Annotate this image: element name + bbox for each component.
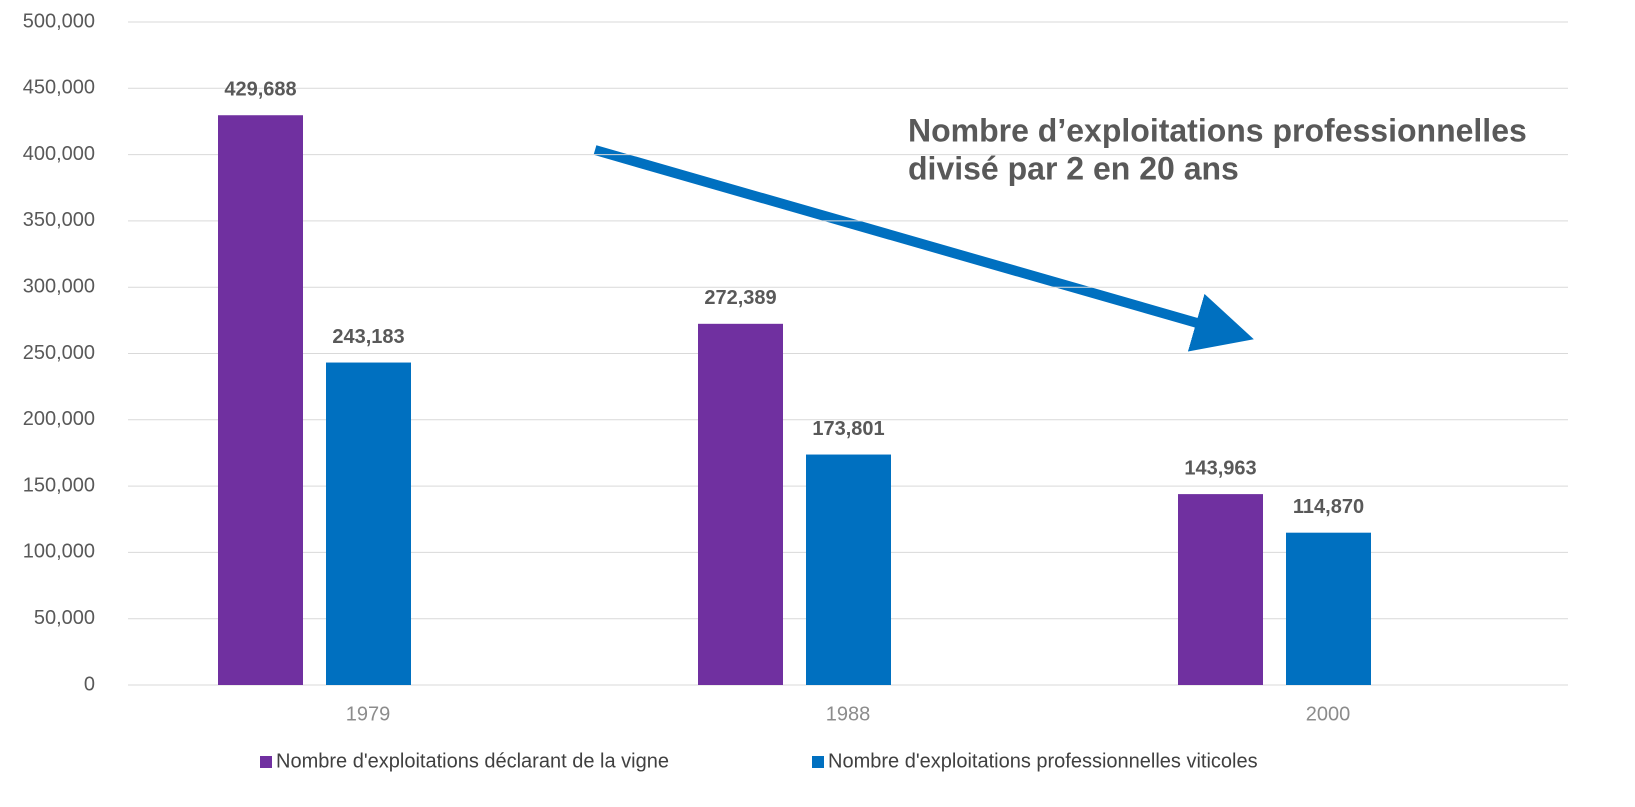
bar — [1286, 532, 1371, 685]
x-tick-label: 1988 — [826, 703, 871, 725]
data-label: 243,183 — [332, 326, 404, 348]
y-tick-label: 200,000 — [23, 408, 95, 430]
bar — [698, 323, 783, 685]
y-tick-label: 100,000 — [23, 541, 95, 563]
x-tick-label: 1979 — [346, 703, 391, 725]
legend-label: Nombre d'exploitations professionnelles … — [828, 750, 1258, 772]
y-tick-label: 250,000 — [23, 342, 95, 364]
bar — [806, 454, 891, 685]
y-tick-label: 500,000 — [23, 10, 95, 32]
annotation: Nombre d’exploitations professionnelles — [908, 112, 1527, 148]
y-tick-label: 0 — [84, 673, 95, 695]
y-tick-label: 450,000 — [23, 77, 95, 99]
legend-label: Nombre d'exploitations déclarant de la v… — [276, 750, 669, 772]
y-tick-label: 150,000 — [23, 474, 95, 496]
y-tick-label: 350,000 — [23, 209, 95, 231]
bar — [1178, 494, 1263, 685]
x-tick-label: 2000 — [1306, 703, 1351, 725]
bar — [326, 362, 411, 685]
data-label: 143,963 — [1184, 457, 1256, 479]
y-tick-label: 300,000 — [23, 275, 95, 297]
bar — [218, 115, 303, 686]
legend-swatch — [812, 756, 824, 768]
data-label: 114,870 — [1293, 496, 1364, 518]
legend-swatch — [260, 756, 272, 768]
annotation: divisé par 2 en 20 ans — [908, 150, 1239, 186]
data-label: 429,688 — [224, 79, 296, 101]
trend-arrow — [593, 145, 1254, 352]
y-tick-label: 50,000 — [34, 607, 95, 629]
data-label: 272,389 — [704, 287, 776, 309]
data-label: 173,801 — [812, 418, 884, 440]
y-tick-label: 400,000 — [23, 143, 95, 165]
